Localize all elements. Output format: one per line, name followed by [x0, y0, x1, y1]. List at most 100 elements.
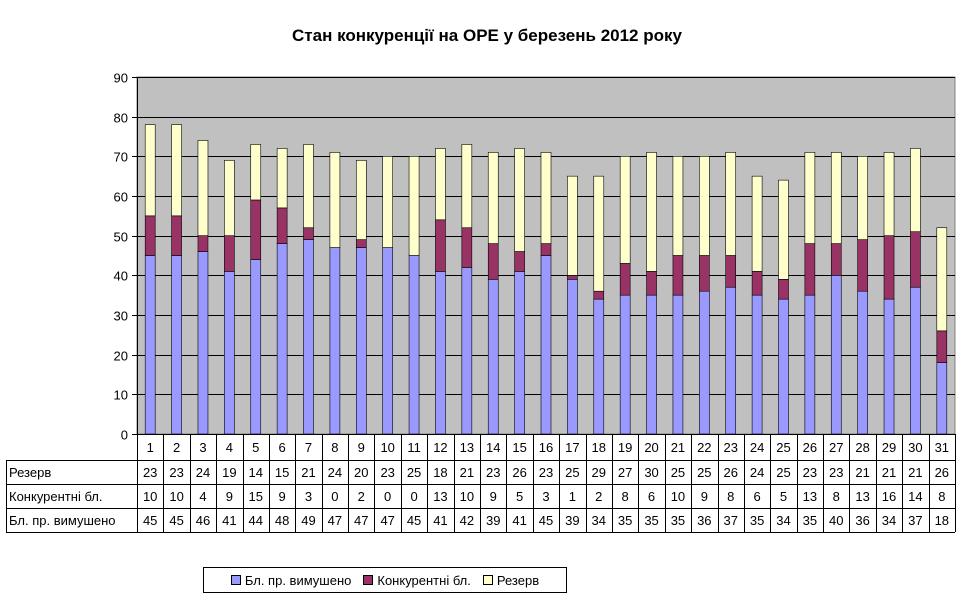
- bar-segment-reserve: [435, 148, 446, 221]
- bar-segment-competitive: [936, 330, 948, 363]
- table-cell: 18: [935, 513, 949, 528]
- bar-segment-competitive: [514, 251, 525, 272]
- table-cell: 23: [486, 465, 500, 480]
- x-category-label: 8: [331, 440, 338, 455]
- table-cell: 23: [380, 465, 394, 480]
- table-cell: 34: [776, 513, 790, 528]
- bar-segment-reserve: [619, 156, 631, 264]
- bar-segment-reserve: [224, 160, 235, 236]
- bar-segment-forced: [382, 247, 393, 435]
- table-cell: 47: [380, 513, 394, 528]
- table-cell: 14: [249, 465, 263, 480]
- bar-segment-reserve: [593, 175, 605, 292]
- table-cell: 47: [354, 513, 368, 528]
- x-category-label: 24: [750, 440, 764, 455]
- table-cell: 4: [199, 489, 206, 504]
- y-tick-label: 40: [114, 269, 128, 284]
- bar-segment-reserve: [329, 152, 341, 248]
- y-tick-label: 10: [114, 388, 128, 403]
- bar-segment-competitive: [883, 235, 895, 300]
- bar-segment-reserve: [276, 148, 288, 209]
- bar-segment-reserve: [408, 156, 420, 256]
- table-cell: 25: [565, 465, 579, 480]
- table-cell: 2: [595, 489, 602, 504]
- table-cell: 24: [750, 465, 764, 480]
- bar-segment-forced: [408, 255, 420, 435]
- table-cell: 45: [143, 513, 157, 528]
- table-cell: 49: [301, 513, 315, 528]
- bar-segment-competitive: [751, 271, 763, 296]
- table-cell: 21: [882, 465, 896, 480]
- y-tick-label: 60: [114, 190, 128, 205]
- bar-segment-forced: [672, 294, 684, 435]
- data-table: 1 2 3 4 5 6 7 8 9 10 11 12 13 14 15 16 17 18 19 20 21 22 23 24 2…: [6, 434, 956, 533]
- bar-segment-forced: [751, 294, 763, 435]
- table-cell: 14: [908, 489, 922, 504]
- x-category-label: 23: [723, 440, 737, 455]
- table-cell: 2: [358, 489, 365, 504]
- table-cell: 26: [512, 465, 526, 480]
- table-cell: 9: [490, 489, 497, 504]
- table-cell: 35: [671, 513, 685, 528]
- y-tick-label: 50: [114, 230, 128, 245]
- legend-item-forced: Бл. пр. вимушено: [230, 573, 351, 588]
- table-row-label: Резерв: [9, 465, 51, 480]
- table-cell: 23: [829, 465, 843, 480]
- x-category-label: 10: [380, 440, 394, 455]
- chart-title: Стан конкуренції на ОРЕ у березень 2012 …: [292, 26, 682, 45]
- bar-segment-forced: [276, 243, 288, 435]
- bar-segment-competitive: [355, 239, 367, 248]
- table-cell: 34: [592, 513, 606, 528]
- table-cell: 19: [222, 465, 236, 480]
- bar-segment-reserve: [699, 156, 710, 256]
- legend-swatch-reserve: [482, 575, 493, 585]
- bar-segment-reserve: [540, 152, 552, 244]
- bar-segment-forced: [593, 298, 605, 435]
- bar-segment-competitive: [699, 255, 710, 292]
- bar-segment-forced: [144, 255, 156, 435]
- bar-segment-forced: [435, 271, 446, 435]
- table-cell: 42: [460, 513, 474, 528]
- bar-segment-competitive: [567, 275, 578, 280]
- bar-segment-reserve: [382, 156, 393, 248]
- bar-segment-competitive: [171, 215, 182, 256]
- x-category-label: 28: [855, 440, 869, 455]
- table-cell: 26: [723, 465, 737, 480]
- bar-segment-reserve: [725, 152, 737, 256]
- y-tick-label: 70: [114, 150, 128, 165]
- table-cell: 10: [143, 489, 157, 504]
- table-cell: 5: [516, 489, 523, 504]
- table-cell: 8: [622, 489, 629, 504]
- x-category-label: 27: [829, 440, 843, 455]
- table-cell: 36: [697, 513, 711, 528]
- table-cell: 36: [855, 513, 869, 528]
- bar-segment-competitive: [672, 255, 684, 296]
- table-cell: 6: [648, 489, 655, 504]
- bar-segment-forced: [514, 271, 525, 435]
- x-category-label: 25: [776, 440, 790, 455]
- plot-area: 0 10 20 30 40 50 60 70 80 90: [114, 71, 956, 443]
- table-cell: 21: [855, 465, 869, 480]
- table-cell: 35: [618, 513, 632, 528]
- bar-segment-forced: [487, 278, 499, 435]
- bar-segment-competitive: [303, 227, 314, 240]
- bar-segment-reserve: [303, 144, 314, 229]
- legend-swatch-forced: [230, 575, 241, 585]
- table-cell: 45: [169, 513, 183, 528]
- bar-segment-competitive: [857, 239, 868, 292]
- bar-segment-reserve: [883, 152, 895, 236]
- x-category-label: 2: [173, 440, 180, 455]
- table-row-label: Конкурентні бл.: [9, 489, 103, 504]
- table-cell: 27: [618, 465, 632, 480]
- table-cell: 13: [855, 489, 869, 504]
- x-category-label: 3: [199, 440, 206, 455]
- table-cell: 10: [169, 489, 183, 504]
- x-category-label: 20: [644, 440, 658, 455]
- table-cell: 10: [460, 489, 474, 504]
- table-cell: 45: [539, 513, 553, 528]
- table-cell: 35: [644, 513, 658, 528]
- table-cell: 21: [908, 465, 922, 480]
- bar-segment-forced: [936, 362, 948, 435]
- table-cell: 39: [486, 513, 500, 528]
- x-category-label: 4: [226, 440, 233, 455]
